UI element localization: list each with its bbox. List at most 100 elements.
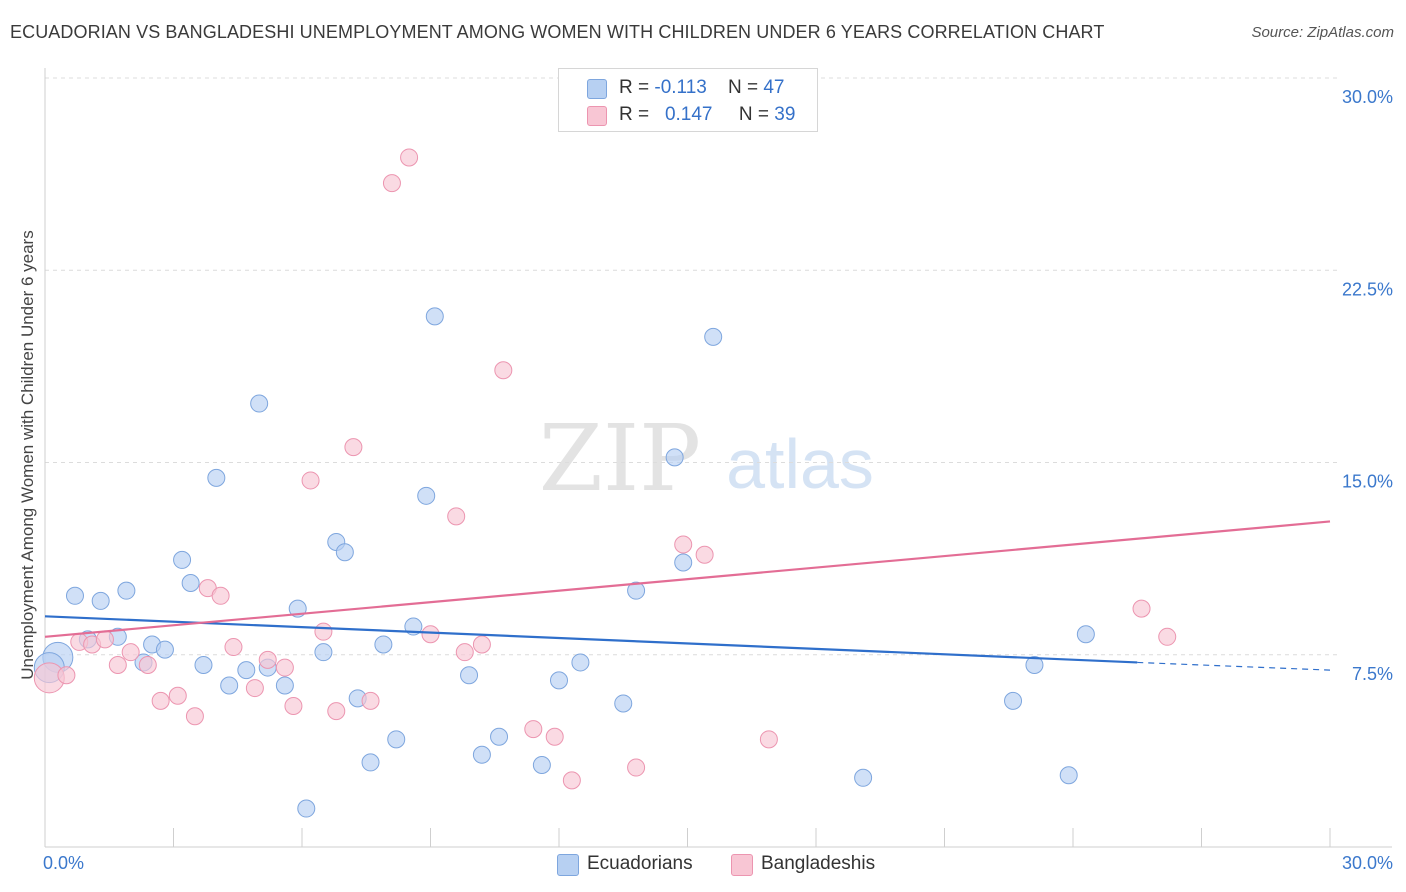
bangladeshi-point: [382, 174, 401, 193]
bangladeshi-point: [245, 679, 264, 698]
axes: [44, 68, 1392, 848]
y-tick-label: 22.5%: [1342, 279, 1393, 299]
bangladeshi-point: [57, 666, 76, 685]
x-tick-label: 0.0%: [43, 853, 84, 873]
ecuadorian-point: [665, 448, 684, 467]
pink-swatch: [587, 106, 607, 126]
bangladeshi-point: [455, 643, 474, 662]
ecuadorian-point: [674, 553, 693, 572]
bangladeshi-point: [562, 771, 581, 790]
ecuadorian-point: [314, 643, 333, 662]
bangladeshi-point: [108, 656, 127, 675]
ecuadorian-point: [854, 768, 873, 787]
trend-lines: [44, 520, 1331, 671]
ecuadorian-point: [614, 694, 633, 713]
bangladeshi-point: [168, 686, 187, 705]
ecuadorian-point: [65, 586, 84, 605]
ecuadorian-point: [181, 573, 200, 592]
bangladeshi-point: [545, 727, 564, 746]
bangladeshi-point: [344, 438, 363, 457]
ecuadorian-point: [194, 656, 213, 675]
chart-title: ECUADORIAN VS BANGLADESHI UNEMPLOYMENT A…: [10, 22, 1105, 42]
ecuadorian-point: [571, 653, 590, 672]
ecuadorian-point: [417, 486, 436, 505]
ecuadorian-point: [490, 727, 509, 746]
grid-lines: [45, 77, 1340, 656]
bangladeshi-point: [421, 625, 440, 644]
bangladeshis-points: [33, 148, 1177, 790]
ecuadorian-point: [361, 753, 380, 772]
ecuadorian-point: [1004, 691, 1023, 710]
bangladeshi-point: [400, 148, 419, 167]
legend-n-label: N =: [738, 104, 775, 125]
bangladeshi-point: [138, 656, 157, 675]
bangladeshi-point: [674, 535, 693, 554]
legend-r-value: 0.147: [664, 104, 713, 125]
ecuadorian-point: [91, 591, 110, 610]
bangladeshi-point: [95, 630, 114, 649]
ecuadorian-point: [550, 671, 568, 690]
bangladeshi-point: [695, 545, 714, 564]
legend-n-label: N =: [727, 77, 764, 98]
ecuadorian-point: [173, 550, 192, 569]
ecuadorian-point: [460, 666, 479, 685]
bangladeshi-point: [361, 691, 380, 710]
blue-swatch: [557, 854, 579, 876]
ecuadorians-points: [33, 307, 1095, 818]
legend-r-value: -0.113: [654, 77, 707, 98]
bangladeshi-point: [284, 697, 303, 716]
correlation-legend: R = -0.113 N = 47 R = 0.147 N = 39: [558, 68, 818, 132]
ecuadorian-point: [335, 543, 354, 562]
legend-r-label: R =: [619, 104, 655, 125]
bangladeshi-point: [472, 635, 491, 654]
ecuadorian-point: [1059, 766, 1078, 785]
ecuadorian-point: [627, 581, 646, 600]
y-tick-label: 15.0%: [1342, 472, 1393, 492]
legend-r-label: R =: [619, 77, 655, 98]
bottom-legend-label: Bangladeshis: [761, 853, 876, 874]
source-label: Source: ZipAtlas.com: [1251, 24, 1394, 41]
bangladeshi-point: [314, 622, 333, 641]
ecuadorian-point: [425, 307, 444, 326]
ecuadorian-point: [250, 394, 269, 413]
ecuadorian-point: [532, 755, 551, 774]
tick-labels: 7.5% 15.0% 22.5% 30.0% 0.0% 30.0%: [43, 87, 1393, 873]
ecuadorians-trend-extension: [1137, 661, 1331, 671]
bangladeshis-trend-line: [44, 520, 1331, 638]
bangladeshi-point: [1158, 627, 1177, 646]
ecuadorian-point: [275, 676, 294, 695]
ecuadorian-point: [387, 730, 406, 749]
bottom-legend-label: Ecuadorians: [587, 853, 693, 874]
bangladeshi-point: [211, 586, 230, 605]
pink-swatch: [731, 854, 753, 876]
ecuadorian-point: [1025, 656, 1044, 675]
watermark-atlas: atlas: [726, 425, 874, 503]
bangladeshi-point: [447, 507, 466, 526]
legend-n-value: 39: [774, 104, 796, 125]
ecuadorian-point: [237, 661, 256, 680]
legend-n-value: 47: [763, 77, 785, 98]
ecuadorian-point: [220, 676, 239, 695]
bangladeshi-point: [258, 650, 277, 669]
bangladeshi-point: [301, 471, 320, 490]
ecuadorians-trend-line: [44, 615, 1138, 664]
bangladeshi-point: [627, 758, 646, 777]
x-tick-label: 30.0%: [1342, 853, 1393, 873]
bangladeshi-point: [275, 658, 294, 677]
watermark: ZIP atlas: [539, 405, 874, 512]
ecuadorian-point: [472, 745, 491, 764]
bangladeshi-point: [494, 361, 513, 380]
ecuadorian-point: [1076, 625, 1095, 644]
ecuadorian-point: [297, 799, 316, 818]
ecuadorian-point: [704, 327, 723, 346]
bangladeshi-point: [1132, 599, 1151, 618]
ecuadorian-point: [374, 635, 393, 654]
bangladeshi-point: [121, 643, 140, 662]
ecuadorian-point: [207, 468, 226, 487]
bangladeshi-point: [524, 720, 543, 739]
y-tick-label: 30.0%: [1342, 87, 1393, 107]
y-tick-label: 7.5%: [1352, 664, 1393, 684]
ecuadorian-point: [117, 581, 136, 600]
bangladeshi-point: [224, 638, 243, 657]
